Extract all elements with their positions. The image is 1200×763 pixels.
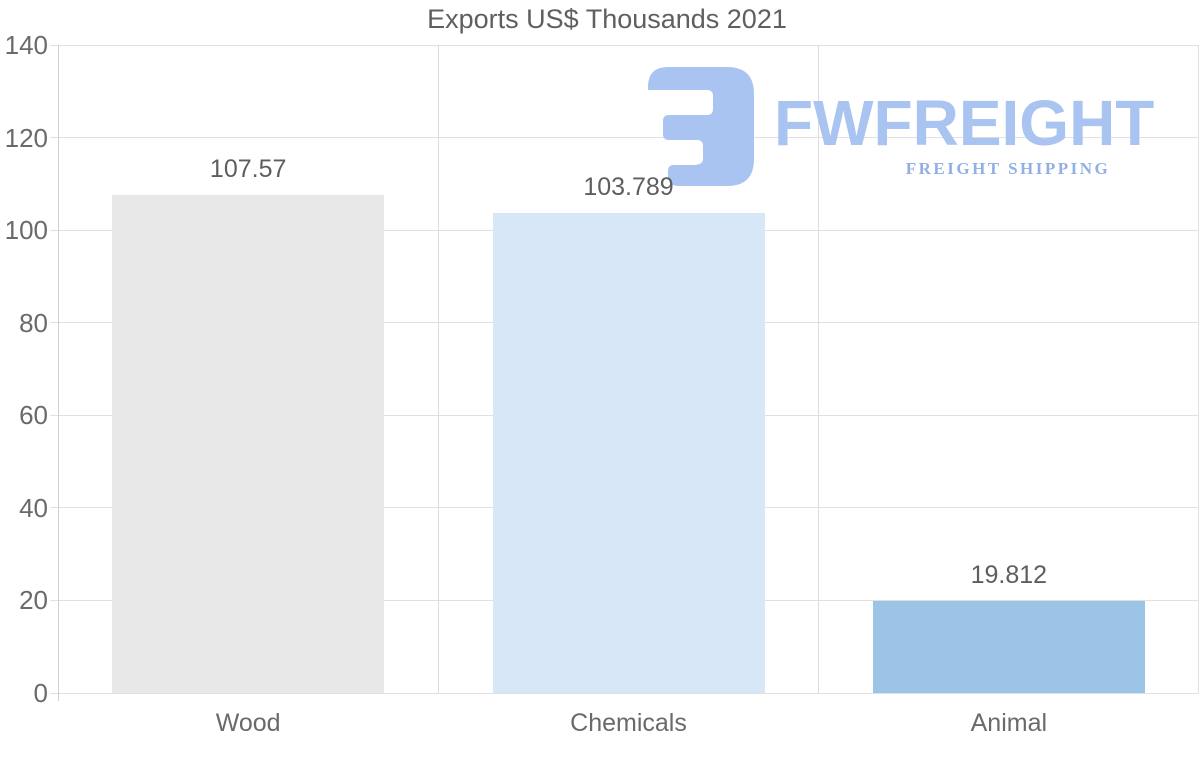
fwfreight-logo-icon	[648, 67, 754, 186]
y-tick-label: 0	[33, 678, 48, 708]
y-tick-label: 100	[4, 215, 48, 246]
category-separator-gridline	[818, 45, 820, 693]
brand-watermark: FWFREIGHT FREIGHT SHIPPING	[648, 67, 1158, 187]
y-gridline	[50, 137, 1199, 139]
y-tick-label: 60	[19, 400, 48, 431]
plot-right-border	[1198, 45, 1199, 693]
bar-value-label: 19.812	[970, 561, 1048, 590]
bar-value-label: 107.57	[209, 155, 287, 184]
y-gridline	[50, 692, 1199, 694]
brand-name: FWFREIGHT	[774, 87, 1155, 159]
bar-chemicals	[492, 212, 765, 693]
category-separator-gridline	[437, 45, 439, 693]
y-tick-label: 80	[19, 307, 48, 338]
y-tick-label: 40	[19, 492, 48, 523]
brand-tagline: FREIGHT SHIPPING	[905, 159, 1111, 178]
y-gridline	[50, 44, 1199, 46]
bar-wood	[112, 195, 385, 693]
x-axis-label-animal: Animal	[970, 709, 1048, 737]
y-axis-line	[58, 45, 59, 701]
y-tick-label: 20	[19, 585, 48, 616]
bar-animal	[872, 601, 1145, 693]
y-tick-label: 120	[4, 122, 48, 153]
x-axis-label-chemicals: Chemicals	[570, 709, 687, 737]
bar-value-label: 103.789	[583, 172, 674, 201]
x-axis-label-wood: Wood	[215, 709, 281, 737]
y-tick-label: 140	[4, 30, 48, 60]
chart-title: Exports US$ Thousands 2021	[427, 4, 787, 34]
